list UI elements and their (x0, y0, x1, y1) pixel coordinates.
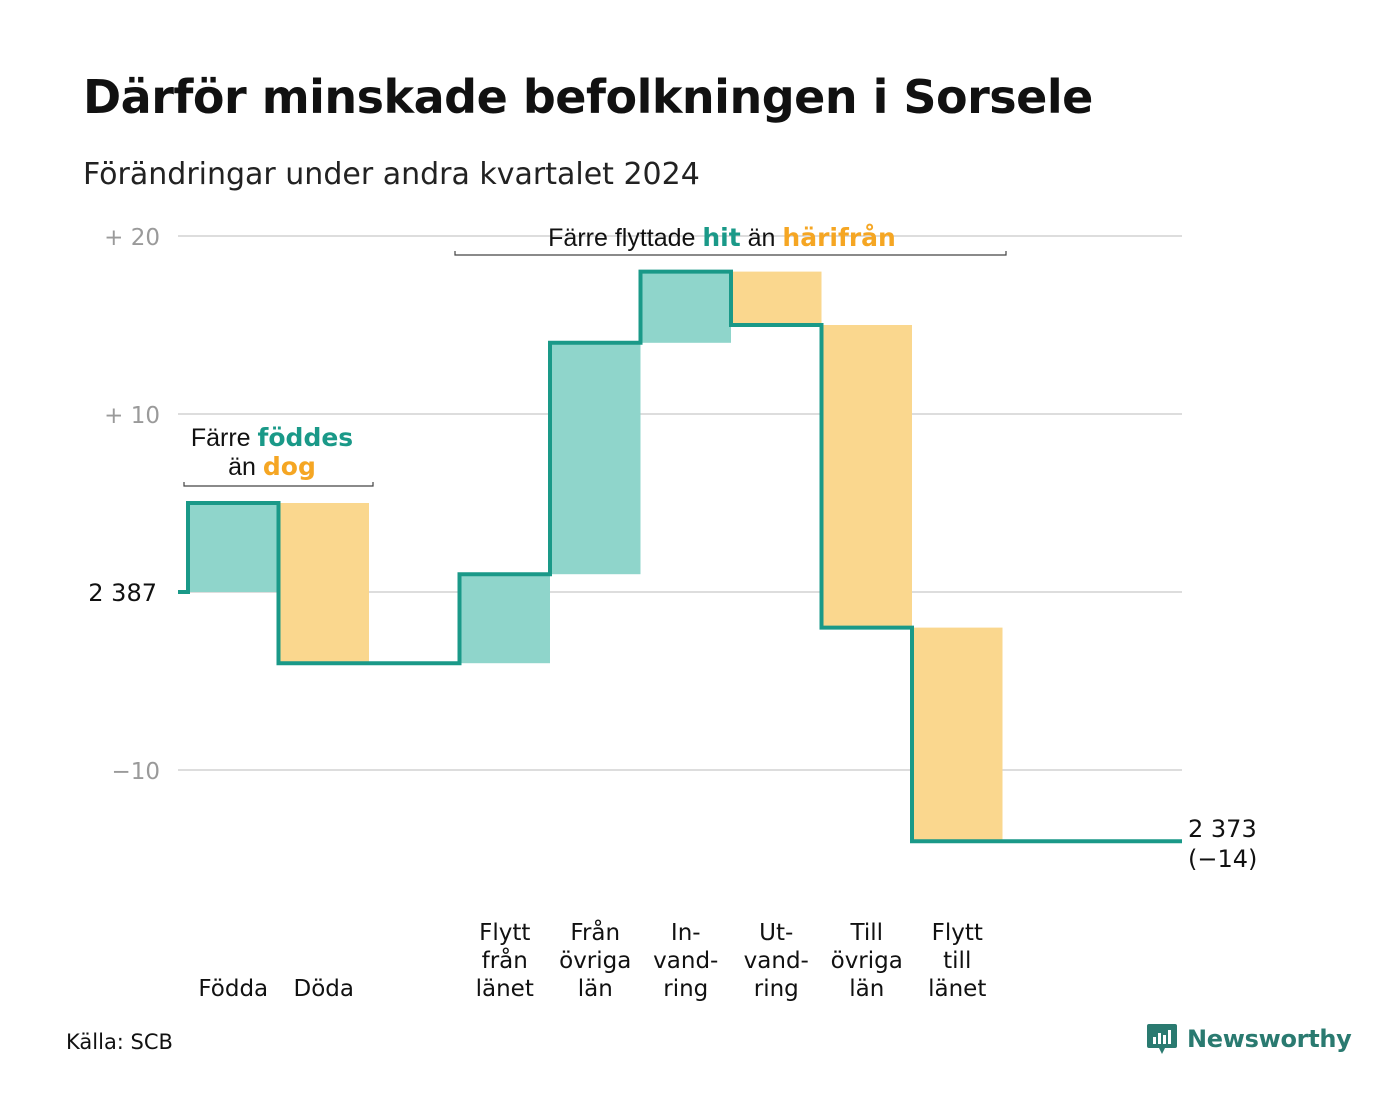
start-value-label: 2 387 (88, 579, 157, 607)
x-label-invandring: ring (663, 976, 708, 1002)
end-change-label: (−14) (1188, 845, 1257, 873)
bar-fran-ovriga-lan (550, 342, 641, 575)
chart-subtitle: Förändringar under andra kvartalet 2024 (83, 157, 700, 192)
annotation-bracket-fodda-doda (183, 482, 374, 487)
x-label-utvandring: Ut- (759, 920, 793, 946)
annotation-segment: hit (702, 223, 740, 252)
x-label-till-ovriga-lan: övriga (831, 948, 903, 974)
x-label-fran-ovriga-lan: län (578, 976, 613, 1002)
brand-logo: Newsworthy (1146, 1022, 1352, 1056)
annotation-segment: än (228, 453, 263, 481)
annotation-segment: dog (263, 452, 316, 481)
x-label-fran-ovriga-lan: Från (570, 918, 620, 946)
annotation-segment: Färre flyttade (548, 224, 702, 252)
bar-till-ovriga-lan (821, 325, 912, 628)
x-label-utvandring: ring (754, 976, 799, 1002)
end-value-label: 2 373 (1188, 815, 1257, 843)
x-label-doda: Döda (294, 976, 354, 1002)
x-label-utvandring: vand- (744, 948, 809, 974)
newsworthy-logo-icon (1147, 1024, 1177, 1054)
x-label-invandring: vand- (653, 948, 718, 974)
annotation-bracket-flyttade (454, 251, 1007, 256)
x-label-fodda: Födda (198, 976, 268, 1002)
x-label-flytt-till-lanet: Flytt (932, 920, 983, 946)
annotation-segment: än (741, 224, 783, 252)
x-label-flytt-fran-lanet: länet (476, 976, 534, 1002)
annotation-segment: härifrån (782, 223, 895, 252)
y-tick-label: + 20 (104, 225, 160, 251)
annotation-segment: föddes (258, 423, 354, 452)
x-label-till-ovriga-lan: län (849, 976, 884, 1002)
y-tick-label: + 10 (104, 403, 160, 429)
x-label-flytt-till-lanet: till (943, 948, 971, 974)
cumulative-line (178, 269, 1182, 844)
x-label-fran-ovriga-lan: övriga (559, 948, 631, 974)
bar-utvandring (731, 271, 822, 325)
x-label-till-ovriga-lan: Till (849, 920, 883, 946)
x-label-invandring: In- (671, 920, 701, 946)
annotation-segment: Färre (191, 424, 258, 452)
annotation-fodda-doda: Färre föddes (191, 423, 353, 452)
x-label-flytt-fran-lanet: från (482, 946, 528, 974)
brand-name: Newsworthy (1187, 1025, 1352, 1053)
annotation-fodda-doda: än dog (228, 452, 316, 481)
bar-doda (278, 503, 369, 664)
bar-flytt-fran-lanet (459, 574, 550, 664)
bar-invandring (640, 271, 731, 343)
y-tick-label: −10 (111, 759, 160, 785)
chart-title: Därför minskade befolkningen i Sorsele (83, 70, 1093, 124)
x-label-flytt-till-lanet: länet (928, 976, 986, 1002)
source-note: Källa: SCB (66, 1030, 173, 1054)
bar-fodda (188, 503, 279, 592)
annotation-flyttade: Färre flyttade hit än härifrån (548, 223, 896, 252)
x-label-flytt-fran-lanet: Flytt (479, 920, 530, 946)
bar-flytt-till-lanet (912, 627, 1003, 842)
